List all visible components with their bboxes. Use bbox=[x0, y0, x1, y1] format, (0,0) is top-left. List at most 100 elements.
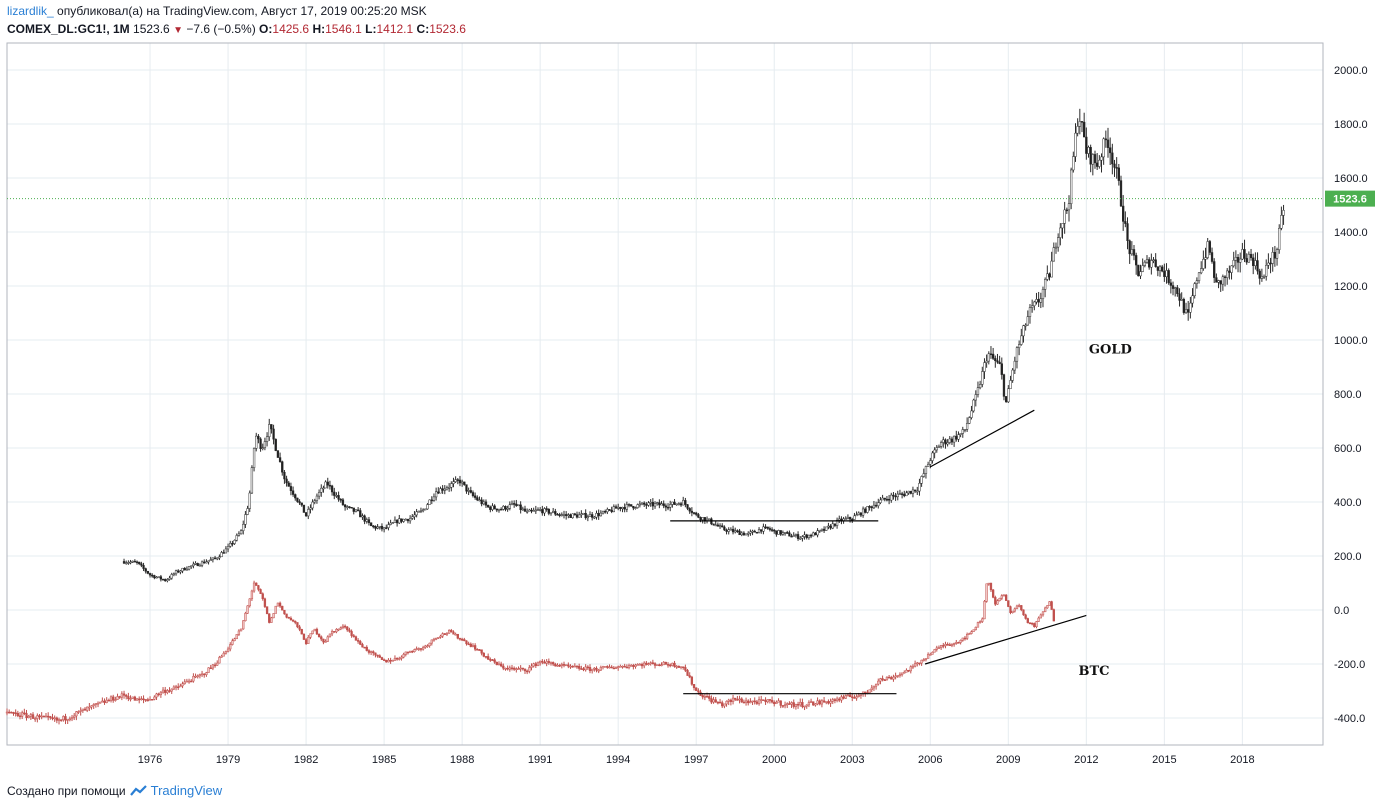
candle-body bbox=[434, 637, 438, 640]
candle-body bbox=[356, 509, 360, 512]
candle-body bbox=[385, 527, 388, 529]
price-tag-label: 1523.6 bbox=[1333, 194, 1367, 206]
candle-body bbox=[192, 563, 195, 567]
candle-body bbox=[1163, 270, 1166, 277]
candle-body bbox=[851, 696, 854, 698]
tradingview-link[interactable]: TradingView bbox=[129, 783, 222, 798]
candle-body bbox=[989, 353, 993, 356]
candle-body bbox=[1174, 287, 1177, 289]
candle-body bbox=[404, 651, 407, 655]
candle-body bbox=[1197, 272, 1201, 281]
candle-body bbox=[283, 471, 286, 480]
candle-body bbox=[81, 708, 85, 711]
gold-series bbox=[122, 108, 1285, 583]
open-label: O: bbox=[259, 22, 273, 36]
candle-body bbox=[812, 532, 815, 537]
candle-body bbox=[335, 629, 338, 633]
candle-body bbox=[846, 516, 850, 519]
candle-body bbox=[220, 655, 223, 658]
candle-body bbox=[868, 506, 871, 508]
candle-body bbox=[937, 647, 941, 649]
candle-body bbox=[1013, 360, 1016, 371]
candle-body bbox=[103, 700, 106, 703]
candle-body bbox=[779, 700, 782, 706]
candle-body bbox=[441, 633, 444, 637]
candle-body bbox=[378, 525, 381, 528]
candle-body bbox=[73, 715, 76, 718]
plot-frame bbox=[6, 42, 1324, 746]
candle-body bbox=[933, 649, 936, 653]
candle-body bbox=[1070, 169, 1073, 204]
candle-body bbox=[556, 665, 559, 667]
candle-body bbox=[580, 513, 583, 516]
candle-body bbox=[484, 656, 488, 658]
candle-body bbox=[541, 660, 544, 663]
candle-body bbox=[530, 665, 533, 668]
candle-body bbox=[339, 627, 342, 630]
candle-body bbox=[1067, 203, 1071, 211]
candle-body bbox=[259, 438, 262, 449]
candle-body bbox=[1030, 305, 1034, 308]
candle-body bbox=[218, 657, 221, 664]
candle-body bbox=[454, 633, 457, 636]
candle-body bbox=[374, 652, 377, 656]
x-tick-label: 1997 bbox=[684, 754, 708, 766]
candle-body bbox=[922, 659, 925, 661]
candle-body bbox=[250, 590, 254, 600]
x-tick-label: 2018 bbox=[1230, 754, 1254, 766]
candle-body bbox=[372, 525, 375, 528]
candle-body bbox=[83, 708, 87, 711]
candle-body bbox=[944, 439, 947, 445]
candle-body bbox=[770, 529, 774, 531]
candle-body bbox=[23, 712, 26, 715]
author-link[interactable]: lizardlik_ bbox=[7, 4, 54, 18]
candle-body bbox=[1048, 273, 1051, 278]
candle-body bbox=[929, 460, 932, 465]
candle-body bbox=[1104, 138, 1107, 141]
candle-body bbox=[510, 503, 514, 505]
candle-body bbox=[211, 557, 215, 560]
candle-body bbox=[309, 507, 312, 510]
candle-body bbox=[610, 509, 613, 512]
btc-annotation: BTC bbox=[1079, 664, 1110, 679]
candle-body bbox=[192, 676, 195, 682]
symbol-label[interactable]: COMEX_DL:GC1!, 1M bbox=[7, 22, 130, 36]
candle-body bbox=[840, 696, 843, 701]
candle-body bbox=[1093, 154, 1097, 164]
candle-body bbox=[621, 507, 624, 509]
candle-body bbox=[911, 489, 915, 494]
candle-body bbox=[447, 487, 451, 489]
candle-body bbox=[77, 711, 80, 713]
candle-body bbox=[870, 506, 873, 509]
candle-body bbox=[339, 499, 342, 501]
candle-body bbox=[471, 492, 475, 497]
published-text: опубликовал(а) на TradingView.com, Авгус… bbox=[57, 4, 427, 18]
x-tick-label: 2006 bbox=[918, 754, 942, 766]
candle-body bbox=[688, 508, 691, 512]
candle-body bbox=[49, 716, 52, 718]
candle-body bbox=[151, 574, 154, 577]
candle-body bbox=[1011, 369, 1014, 381]
candle-body bbox=[981, 371, 984, 385]
candle-body bbox=[983, 601, 986, 620]
candle-body bbox=[66, 718, 69, 721]
candle-body bbox=[463, 639, 466, 642]
candle-body bbox=[545, 508, 548, 510]
candle-body bbox=[651, 501, 655, 507]
candle-body bbox=[432, 638, 436, 641]
x-tick-label: 1991 bbox=[528, 754, 552, 766]
candle-body bbox=[231, 543, 234, 545]
chart-header: lizardlik_ опубликовал(а) на TradingView… bbox=[7, 3, 1370, 39]
candle-body bbox=[623, 507, 626, 510]
candle-body bbox=[558, 514, 561, 516]
candle-body bbox=[1052, 247, 1055, 262]
candle-body bbox=[480, 499, 483, 505]
candle-body bbox=[985, 583, 988, 602]
candle-body bbox=[155, 693, 158, 698]
candle-body bbox=[1213, 261, 1216, 278]
candle-body bbox=[686, 670, 689, 676]
candle-body bbox=[450, 630, 453, 633]
candle-body bbox=[753, 700, 756, 703]
candle-body bbox=[814, 703, 817, 706]
